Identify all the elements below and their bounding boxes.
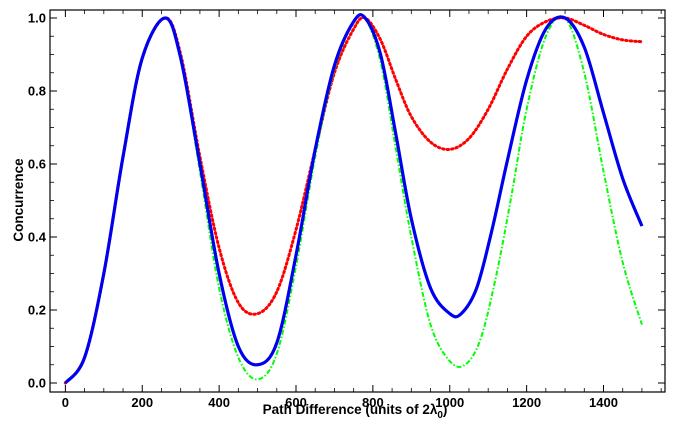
x-axis-label-main: Path Difference (units of 2λ xyxy=(263,402,438,417)
series-line-solid xyxy=(64,13,644,385)
series-line-dash-dot xyxy=(64,12,643,384)
y-tick-label: 0.4 xyxy=(28,230,47,245)
y-tick-label: 0.6 xyxy=(28,157,46,172)
series-layer xyxy=(63,12,644,385)
x-tick-label: 1400 xyxy=(589,395,618,410)
x-tick-label: 0 xyxy=(62,395,69,410)
x-axis-label: Path Difference (units of 2λ0) xyxy=(263,402,448,421)
series-line-dotted xyxy=(63,16,644,385)
plot-frame xyxy=(49,9,666,393)
y-tick-label: 0.8 xyxy=(28,84,46,99)
x-tick-label: 200 xyxy=(131,395,153,410)
y-tick-label: 0.0 xyxy=(28,376,46,391)
y-tick-label: 0.2 xyxy=(28,303,46,318)
x-axis-ticks: 0 200 400 600 800 1000 1200 1400 xyxy=(62,10,662,410)
y-axis-label: Concurrence xyxy=(11,158,26,242)
x-tick-label: 1200 xyxy=(512,395,541,410)
y-tick-label: 1.0 xyxy=(28,11,46,26)
plot-border xyxy=(49,9,666,393)
x-tick-label: 1000 xyxy=(435,395,464,410)
x-tick-label: 600 xyxy=(285,395,307,410)
y-axis-ticks: 0.0 0.2 0.4 0.6 0.8 1.0 xyxy=(28,11,665,391)
x-tick-label: 800 xyxy=(362,395,384,410)
x-tick-label: 400 xyxy=(208,395,230,410)
x-axis-label-suffix: ) xyxy=(443,402,448,417)
x-axis-label-subscript: 0 xyxy=(437,410,443,421)
